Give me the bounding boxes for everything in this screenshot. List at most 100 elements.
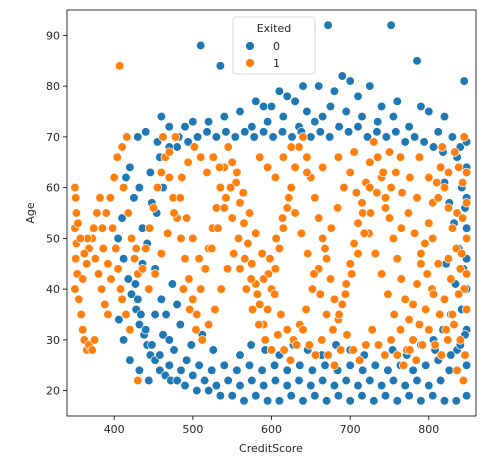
data-point-exited-1 — [388, 233, 399, 244]
data-point-exited-0 — [310, 117, 320, 127]
data-point-exited-1 — [439, 182, 450, 193]
data-point-exited-1 — [109, 172, 119, 183]
data-point-exited-0 — [130, 279, 141, 289]
data-point-exited-1 — [348, 345, 358, 355]
data-point-exited-0 — [341, 106, 351, 117]
data-point-exited-1 — [79, 248, 89, 259]
data-point-exited-1 — [400, 294, 410, 304]
data-point-exited-1 — [329, 360, 340, 370]
data-point-exited-1 — [90, 254, 100, 264]
y-tick-label: 60 — [46, 182, 60, 195]
data-point-exited-1 — [129, 254, 140, 264]
data-point-exited-0 — [461, 391, 472, 401]
data-point-exited-0 — [353, 380, 363, 391]
data-point-exited-0 — [156, 294, 167, 304]
data-point-exited-0 — [180, 380, 190, 391]
data-point-exited-0 — [268, 132, 278, 142]
data-point-exited-1 — [98, 243, 108, 254]
data-point-exited-0 — [161, 309, 171, 320]
data-point-exited-1 — [158, 132, 168, 142]
data-point-exited-1 — [93, 269, 104, 279]
legend: Exited 0 1 — [232, 16, 316, 75]
data-point-exited-0 — [404, 122, 414, 132]
data-point-exited-1 — [424, 172, 434, 183]
data-point-exited-1 — [196, 284, 206, 294]
data-point-exited-1 — [292, 340, 302, 350]
data-point-exited-1 — [369, 137, 379, 147]
data-point-exited-1 — [78, 325, 88, 335]
data-point-exited-1 — [454, 289, 464, 299]
data-point-exited-1 — [372, 188, 382, 198]
data-point-exited-0 — [188, 370, 198, 381]
data-point-exited-0 — [114, 314, 124, 325]
data-point-exited-1 — [126, 233, 137, 244]
data-point-exited-1 — [439, 294, 450, 304]
data-point-exited-0 — [329, 86, 340, 96]
x-tick-label: 600 — [261, 423, 282, 436]
data-point-exited-0 — [199, 375, 210, 386]
data-point-exited-1 — [380, 193, 391, 203]
data-point-exited-1 — [417, 340, 428, 350]
data-point-exited-1 — [156, 167, 167, 178]
x-tick-label: 500 — [182, 423, 203, 436]
data-point-exited-1 — [210, 304, 220, 315]
data-point-exited-1 — [404, 314, 414, 325]
data-point-exited-0 — [461, 223, 472, 233]
data-point-exited-1 — [180, 254, 190, 264]
data-point-exited-1 — [298, 132, 308, 142]
data-point-exited-0 — [202, 127, 212, 137]
data-point-exited-1 — [207, 243, 217, 254]
data-point-exited-1 — [133, 375, 143, 386]
data-point-exited-0 — [345, 76, 355, 86]
data-point-exited-1 — [100, 299, 110, 310]
data-point-exited-1 — [270, 264, 281, 274]
data-point-exited-1 — [321, 309, 332, 320]
data-point-exited-1 — [342, 330, 352, 340]
data-point-exited-1 — [340, 289, 351, 299]
data-point-exited-1 — [336, 345, 346, 355]
data-point-exited-0 — [258, 127, 269, 137]
data-point-exited-1 — [89, 335, 100, 345]
data-point-exited-1 — [265, 254, 275, 264]
data-point-exited-1 — [391, 167, 401, 178]
data-point-exited-1 — [408, 335, 418, 345]
data-point-exited-1 — [117, 142, 127, 152]
data-point-exited-1 — [247, 304, 258, 315]
data-point-exited-1 — [255, 152, 265, 162]
data-point-exited-0 — [315, 127, 325, 137]
data-point-exited-1 — [243, 238, 253, 249]
data-point-exited-1 — [447, 309, 458, 320]
data-point-exited-1 — [76, 309, 86, 320]
data-point-exited-1 — [290, 208, 300, 218]
data-point-exited-1 — [396, 274, 406, 284]
x-tick-label: 700 — [340, 423, 361, 436]
data-point-exited-0 — [164, 360, 174, 370]
data-point-exited-0 — [188, 117, 198, 127]
data-point-exited-1 — [107, 223, 118, 233]
data-point-exited-0 — [235, 106, 245, 117]
data-point-exited-1 — [123, 208, 133, 218]
data-point-exited-1 — [414, 152, 425, 162]
data-point-exited-1 — [397, 188, 407, 198]
data-point-exited-1 — [221, 193, 231, 203]
data-point-exited-1 — [214, 162, 225, 172]
data-point-exited-1 — [240, 254, 250, 264]
data-point-exited-1 — [251, 228, 261, 238]
data-point-exited-1 — [169, 208, 179, 218]
data-point-exited-1 — [241, 284, 251, 294]
data-point-exited-1 — [178, 284, 189, 294]
data-point-exited-1 — [192, 309, 202, 320]
data-point-exited-0 — [145, 167, 156, 178]
y-tick-label: 50 — [46, 232, 60, 245]
data-point-exited-1 — [141, 243, 151, 254]
data-point-exited-1 — [176, 233, 186, 244]
data-point-exited-1 — [185, 304, 195, 315]
data-point-exited-0 — [447, 132, 458, 142]
data-point-exited-0 — [215, 61, 226, 71]
data-point-exited-1 — [373, 152, 383, 162]
data-point-exited-1 — [277, 213, 288, 223]
data-point-exited-1 — [405, 345, 415, 355]
data-point-exited-1 — [332, 203, 343, 213]
data-point-exited-0 — [421, 360, 431, 370]
data-point-exited-0 — [183, 137, 193, 147]
